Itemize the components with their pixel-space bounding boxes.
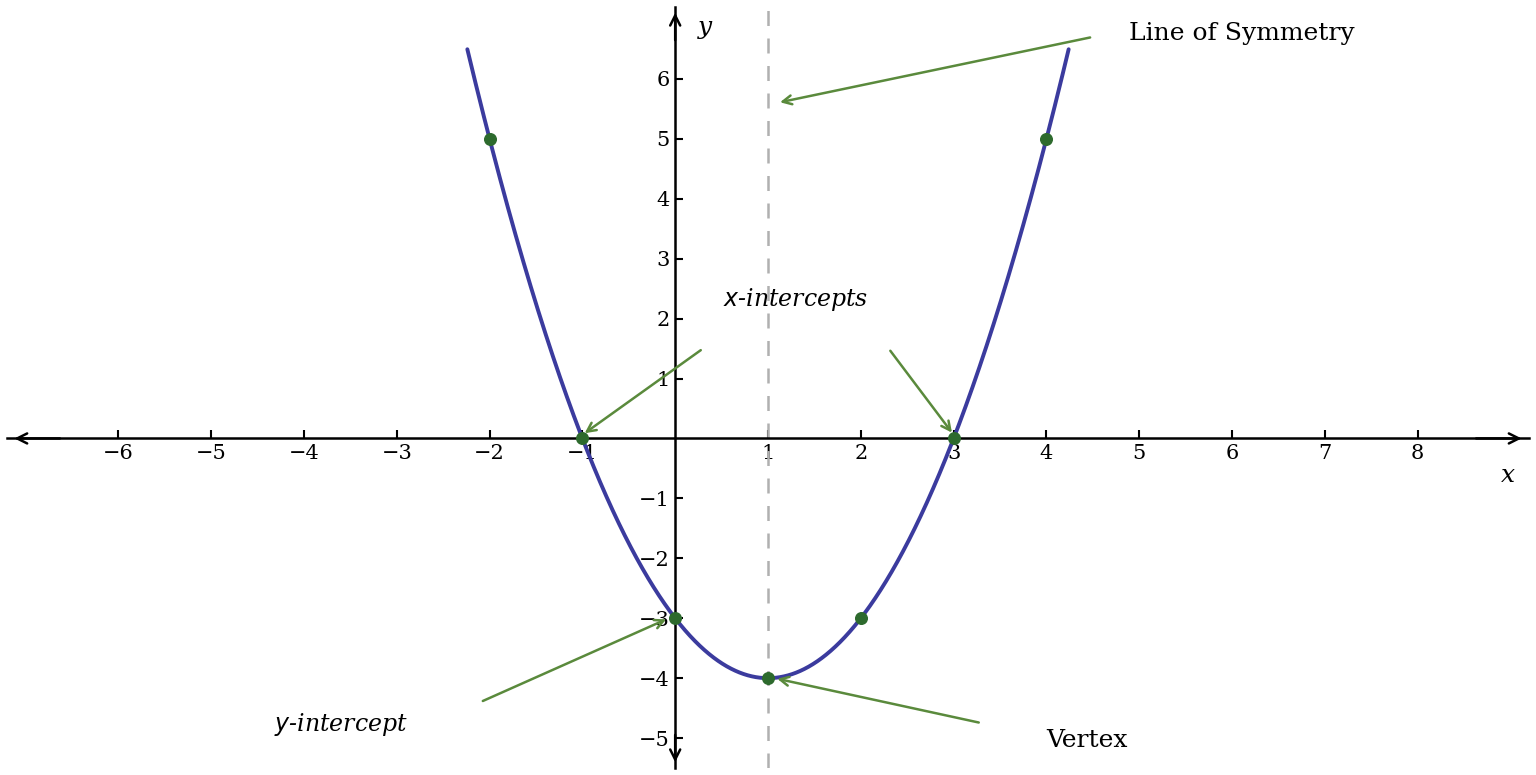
Text: Vertex: Vertex — [1046, 729, 1127, 752]
Point — [570, 432, 594, 445]
Text: x: x — [1501, 463, 1514, 487]
Text: $x$-intercepts: $x$-intercepts — [723, 285, 868, 312]
Point — [848, 612, 872, 625]
Point — [664, 612, 688, 625]
Text: y: y — [699, 16, 713, 39]
Point — [756, 672, 780, 684]
Point — [1034, 133, 1058, 145]
Text: $y$-intercept: $y$-intercept — [273, 711, 409, 738]
Point — [478, 133, 502, 145]
Point — [942, 432, 966, 445]
Text: Line of Symmetry: Line of Symmetry — [1129, 22, 1355, 45]
